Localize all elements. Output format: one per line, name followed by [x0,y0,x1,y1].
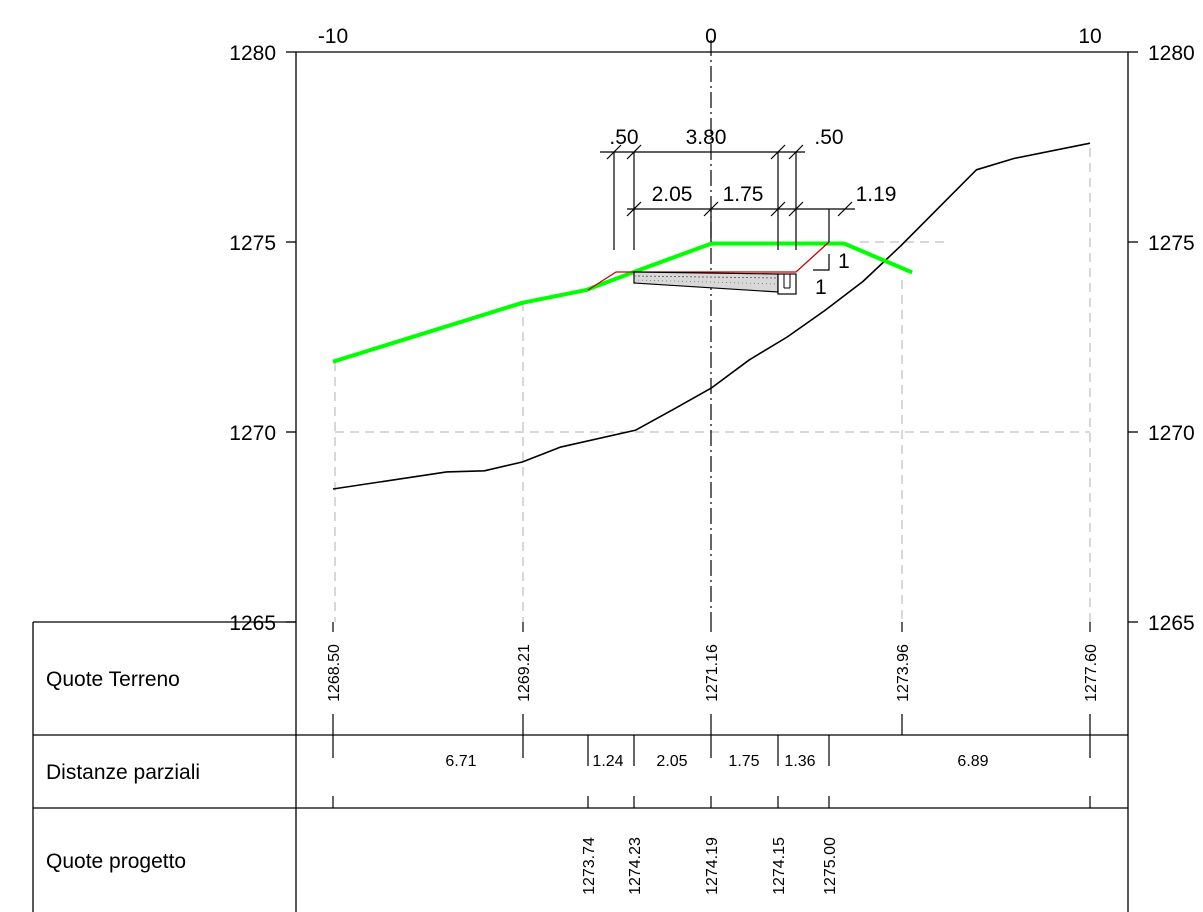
y-tick-label-right: 1280 [1148,42,1195,65]
dimension-lines [600,144,855,250]
terrain-line [332,142,1091,490]
terrain-value: 1269.21 [516,644,533,702]
project-value: 1274.19 [704,837,721,895]
dim-label: 1.19 [856,183,897,206]
slope-label: 1 [838,250,850,273]
plot-frame [286,51,1138,623]
distance-value: 6.89 [957,753,988,770]
project-elevations: 1273.74 1274.23 1274.19 1274.15 1275.00 [581,837,839,895]
y-tick-label-right: 1265 [1148,612,1195,635]
dimension-labels: .50 3.80 .50 2.05 1.75 1.19 [609,126,896,206]
terrain-value: 1273.96 [895,644,912,702]
distance-value: 1.36 [784,753,815,770]
axis-labels: -10 0 10 1280 1275 1270 1265 1280 1275 1… [229,25,1194,635]
y-tick-label-left: 1280 [229,42,276,65]
y-tick-label-left: 1270 [229,422,276,445]
y-tick-label-right: 1270 [1148,422,1195,445]
project-value: 1274.15 [771,837,788,895]
row-label-quote-terreno: Quote Terreno [46,668,180,691]
distance-value: 6.71 [445,753,476,770]
x-tick-label: 0 [705,25,717,48]
row-label-distanze-parziali: Distanze parziali [46,761,200,784]
x-tick-label: 10 [1078,25,1101,48]
grid-lines [334,148,1091,622]
dim-label: .50 [609,126,638,149]
y-tick-label-right: 1275 [1148,232,1195,255]
dim-label: 2.05 [652,183,693,206]
project-line [332,241,913,364]
project-value: 1274.23 [627,837,644,895]
construction-outline [587,241,830,291]
row-labels: Quote Terreno Distanze parziali Quote pr… [46,668,200,873]
y-tick-label-left: 1275 [229,232,276,255]
y-tick-label-left: 1265 [229,612,276,635]
profile-lines [332,142,1091,490]
terrain-elevations: 1268.50 1269.21 1271.16 1273.96 1277.60 [326,622,1100,735]
distance-value: 1.24 [592,753,623,770]
distance-value: 1.75 [728,753,759,770]
project-value: 1275.00 [822,837,839,895]
data-table [32,621,1129,912]
partial-distances: 6.71 1.24 2.05 1.75 1.36 6.89 [332,735,1091,808]
slope-label: 1 [815,276,827,299]
row-label-quote-progetto: Quote progetto [46,850,186,873]
dim-label: .50 [814,126,843,149]
dim-label: 3.80 [686,126,727,149]
terrain-value: 1268.50 [326,644,343,702]
project-value: 1273.74 [581,837,598,895]
road-section: 1 1 [587,241,850,299]
slope-indicator [813,254,830,271]
distance-value: 2.05 [656,753,687,770]
terrain-value: 1271.16 [704,644,721,702]
dim-label: 1.75 [723,183,764,206]
drain-channel [777,273,797,295]
x-tick-label: -10 [318,25,348,48]
terrain-value: 1277.60 [1083,644,1100,702]
